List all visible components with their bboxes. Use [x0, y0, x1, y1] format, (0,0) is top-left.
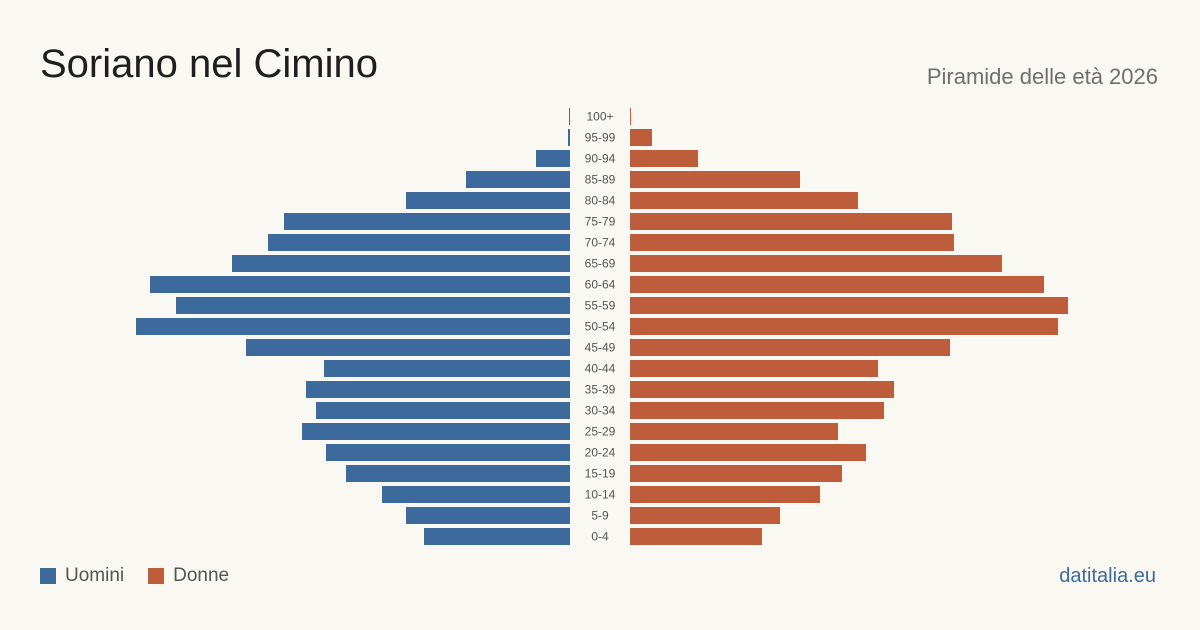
- brand-link[interactable]: datitalia.eu: [1059, 565, 1156, 587]
- tick-label-0-4: 0-4: [591, 530, 609, 544]
- tick-label-55-59: 55-59: [585, 299, 616, 313]
- bar-women-100plus: [630, 108, 631, 125]
- tick-label-100plus: 100+: [586, 110, 613, 124]
- bar-men-30-34: [316, 402, 570, 419]
- bar-women-55-59: [630, 297, 1068, 314]
- tick-label-65-69: 65-69: [585, 257, 616, 271]
- tick-label-70-74: 70-74: [585, 236, 616, 250]
- legend-swatch-men: [40, 568, 56, 584]
- tick-label-25-29: 25-29: [585, 425, 616, 439]
- bar-men-10-14: [382, 486, 570, 503]
- bar-women-65-69: [630, 255, 1002, 272]
- tick-label-80-84: 80-84: [585, 194, 616, 208]
- chart-subtitle: Piramide delle età 2026: [926, 64, 1158, 89]
- bar-men-20-24: [326, 444, 570, 461]
- bar-women-70-74: [630, 234, 954, 251]
- tick-label-10-14: 10-14: [585, 488, 616, 502]
- bar-women-0-4: [630, 528, 762, 545]
- legend-item-men: Uomini: [40, 565, 124, 587]
- legend-label-women: Donne: [173, 565, 230, 586]
- bar-men-65-69: [232, 255, 570, 272]
- bar-men-85-89: [466, 171, 570, 188]
- bar-men-60-64: [150, 276, 570, 293]
- tick-label-20-24: 20-24: [585, 446, 616, 460]
- bar-women-90-94: [630, 150, 698, 167]
- tick-label-40-44: 40-44: [585, 362, 616, 376]
- bar-men-0-4: [424, 528, 570, 545]
- tick-label-35-39: 35-39: [585, 383, 616, 397]
- bar-men-5-9: [406, 507, 570, 524]
- bar-men-15-19: [346, 465, 570, 482]
- bar-women-40-44: [630, 360, 878, 377]
- tick-label-95-99: 95-99: [585, 131, 616, 145]
- bar-men-40-44: [324, 360, 570, 377]
- bar-men-95-99: [568, 129, 570, 146]
- bar-women-15-19: [630, 465, 842, 482]
- tick-label-50-54: 50-54: [585, 320, 616, 334]
- bar-women-80-84: [630, 192, 858, 209]
- bar-men-75-79: [284, 213, 570, 230]
- legend-swatch-women: [148, 568, 165, 584]
- bar-men-90-94: [536, 150, 570, 167]
- tick-label-60-64: 60-64: [585, 278, 616, 292]
- bar-men-50-54: [136, 318, 570, 335]
- bar-women-85-89: [630, 171, 800, 188]
- bar-women-25-29: [630, 423, 838, 440]
- bar-women-30-34: [630, 402, 884, 419]
- bar-women-10-14: [630, 486, 820, 503]
- tick-label-45-49: 45-49: [585, 341, 616, 355]
- tick-label-85-89: 85-89: [585, 173, 616, 187]
- chart-legend: Uomini Donne: [40, 565, 253, 587]
- page-title: Soriano nel Cimino: [40, 42, 378, 86]
- bar-women-35-39: [630, 381, 894, 398]
- tick-label-5-9: 5-9: [591, 509, 609, 523]
- tick-label-30-34: 30-34: [585, 404, 616, 418]
- bar-women-60-64: [630, 276, 1044, 293]
- bar-women-95-99: [630, 129, 652, 146]
- legend-label-men: Uomini: [65, 565, 125, 586]
- bar-men-25-29: [302, 423, 570, 440]
- bar-men-35-39: [306, 381, 570, 398]
- bar-men-45-49: [246, 339, 570, 356]
- bar-men-100plus: [569, 108, 570, 125]
- bar-women-20-24: [630, 444, 866, 461]
- tick-label-15-19: 15-19: [585, 467, 616, 481]
- bar-men-55-59: [176, 297, 570, 314]
- bar-women-5-9: [630, 507, 780, 524]
- bar-men-80-84: [406, 192, 570, 209]
- bar-women-75-79: [630, 213, 952, 230]
- tick-label-75-79: 75-79: [585, 215, 616, 229]
- bar-women-45-49: [630, 339, 950, 356]
- tick-label-90-94: 90-94: [585, 152, 616, 166]
- bar-women-50-54: [630, 318, 1058, 335]
- bar-men-70-74: [268, 234, 570, 251]
- legend-item-women: Donne: [148, 565, 229, 587]
